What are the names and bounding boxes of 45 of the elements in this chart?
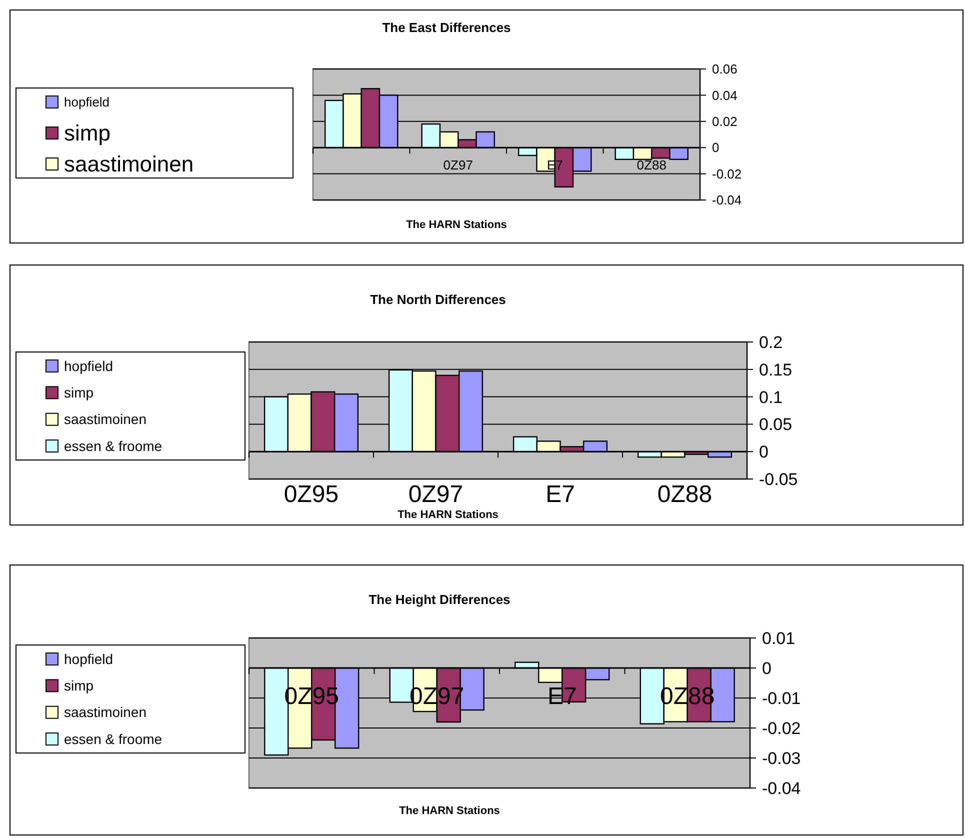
y-tick-label: 0.2: [759, 332, 783, 352]
x-tick-label: 0Z88: [660, 683, 715, 710]
x-axis-title: The HARN Stations: [406, 219, 507, 231]
x-tick-label: 0Z88: [657, 481, 712, 508]
y-tick-label: 0.06: [712, 62, 738, 77]
y-tick-label: -0.02: [712, 166, 742, 182]
x-tick-label: 0Z97: [408, 481, 464, 508]
y-tick-label: -0.04: [712, 192, 742, 208]
legend-label: simp: [64, 384, 94, 401]
x-tick-label: E7: [547, 683, 577, 710]
x-tick-label: 0Z88: [636, 158, 666, 173]
legend-label: hopfield: [64, 358, 114, 374]
y-tick-label: -0.02: [762, 718, 801, 738]
x-tick-label: 0Z95: [284, 481, 339, 508]
y-tick-label: 0.1: [759, 388, 783, 407]
y-tick-label: 0.04: [712, 88, 738, 103]
y-tick-label: 0: [762, 658, 772, 678]
y-tick-label: 0.02: [712, 114, 738, 129]
y-tick-label: 0: [712, 140, 720, 156]
legend-label: saastimoinen: [64, 411, 146, 428]
legend-label: essen & froome: [64, 438, 162, 454]
legend-label: simp: [64, 120, 110, 146]
chart-title: The North Differences: [370, 292, 506, 307]
y-tick-label: -0.04: [762, 778, 801, 798]
legend-label: essen & froome: [64, 730, 162, 747]
x-axis-title: The HARN Stations: [398, 509, 498, 521]
y-tick-label: -0.01: [762, 688, 801, 708]
y-tick-label: 0.15: [759, 360, 792, 380]
legend-label: simp: [64, 678, 94, 694]
y-tick-label: -0.03: [762, 748, 801, 768]
y-tick-label: 0.01: [762, 628, 796, 648]
y-tick-label: -0.05: [759, 470, 798, 489]
legend-label: hopfield: [64, 94, 110, 110]
chart-title: The Height Differences: [368, 592, 510, 607]
x-axis-title: The HARN Stations: [399, 805, 500, 817]
x-tick-label: E7: [546, 481, 575, 508]
legend-label: saastimoinen: [64, 704, 146, 720]
chart-title: The East Differences: [382, 20, 511, 35]
y-tick-label: 0.05: [759, 415, 792, 434]
y-tick-label: 0: [759, 442, 768, 462]
legend-label: saastimoinen: [64, 152, 194, 177]
x-tick-label: 0Z97: [410, 683, 464, 710]
x-tick-label: 0Z97: [443, 158, 473, 173]
legend-label: hopfield: [64, 650, 114, 667]
x-tick-label: 0Z95: [284, 683, 339, 710]
